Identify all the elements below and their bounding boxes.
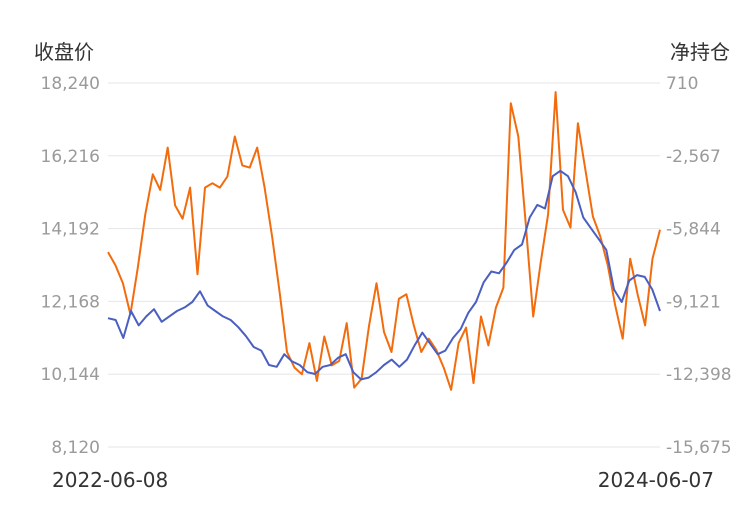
net-position-line — [107, 91, 661, 391]
left-axis-tick-label: 12,168 — [41, 292, 100, 312]
left-axis-tick-label: 8,120 — [51, 438, 100, 458]
right-axis-tick-label: -15,675 — [666, 438, 732, 458]
left-axis-tick-label: 18,240 — [41, 74, 100, 94]
left-axis-title: 收盘价 — [34, 40, 94, 64]
left-axis-tick-label: 14,192 — [41, 220, 100, 240]
x-end-date-label: 2024-06-07 — [597, 468, 714, 492]
x-start-date-label: 2022-06-08 — [52, 468, 169, 492]
left-axis-tick-label: 16,216 — [41, 147, 100, 167]
right-axis-tick-label: -9,121 — [666, 292, 721, 312]
right-axis-tick-label: -5,844 — [666, 220, 721, 240]
right-axis-title: 净持仓 — [670, 40, 730, 64]
close-price-line — [107, 169, 661, 381]
left-axis-tick-label: 10,144 — [41, 365, 100, 385]
right-axis-tick-label: -12,398 — [666, 365, 732, 385]
right-axis-tick-label: -2,567 — [666, 147, 721, 167]
right-axis-tick-label: 710 — [666, 74, 698, 94]
